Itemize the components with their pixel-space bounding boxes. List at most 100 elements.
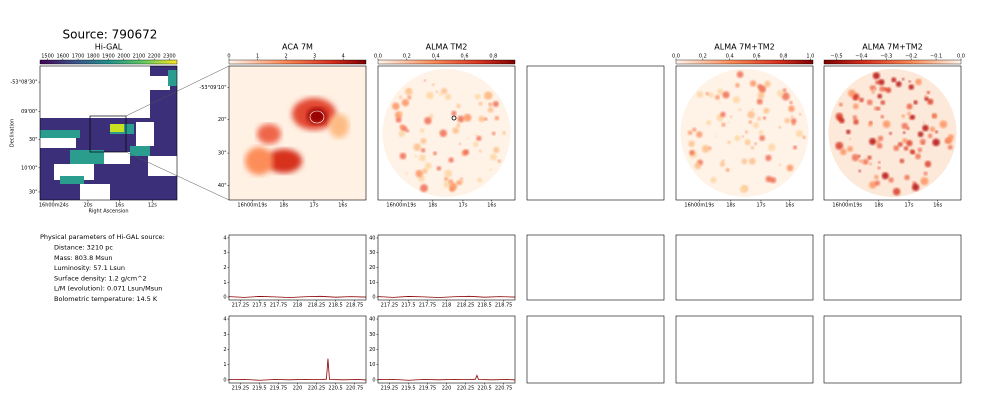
patch — [110, 124, 124, 132]
blob — [405, 172, 409, 175]
blob — [919, 138, 926, 145]
x-tick-label: 218.75 — [346, 303, 364, 309]
blob — [420, 138, 427, 145]
blob — [424, 116, 432, 125]
blob — [444, 169, 453, 178]
spectrum-line — [228, 358, 367, 381]
blob — [739, 185, 747, 193]
patch — [40, 138, 76, 148]
blob — [802, 135, 806, 139]
blob — [714, 135, 718, 138]
blob — [877, 135, 884, 142]
blob — [477, 177, 483, 183]
map-title: Hi-GAL — [95, 43, 123, 52]
x-tick-label: 18s — [874, 203, 883, 209]
blob — [838, 102, 843, 107]
blob — [758, 130, 764, 135]
blob — [904, 174, 910, 181]
x-tick-label: 17s — [756, 203, 765, 209]
blob — [436, 166, 442, 171]
blob — [878, 161, 881, 164]
colorbar-tick-label: 1900 — [102, 54, 115, 60]
blob — [245, 147, 273, 175]
y-tick-label: 3 — [223, 332, 226, 338]
colorbar-tick-label: 0 — [227, 54, 230, 60]
blob — [874, 180, 881, 186]
empty-panel — [526, 234, 665, 301]
blob — [688, 140, 695, 147]
spectrum-panel: 217.25 217.5 217.75 218 218.25 218.5 218.75 0 1 2… — [223, 234, 367, 309]
blob — [862, 158, 869, 165]
y-tick-label: 20 — [369, 347, 375, 353]
blob — [798, 113, 802, 116]
blob — [786, 164, 794, 172]
blob — [901, 122, 909, 130]
blob — [483, 91, 492, 100]
patch — [70, 150, 104, 164]
blob — [881, 172, 889, 180]
blob — [923, 171, 928, 176]
x-tick-label: 217.25 — [381, 303, 399, 309]
x-tick-label: 218.25 — [308, 303, 326, 309]
blob — [418, 154, 426, 162]
colorbar-tick-label: 0.0 — [957, 54, 965, 60]
blob — [889, 132, 892, 135]
blob — [751, 108, 754, 111]
blob — [459, 142, 462, 146]
blob — [744, 138, 751, 145]
colorbar-tick-label: 1600 — [56, 54, 69, 60]
map-panel: 1500 1600 1700 1800 1900 2000 2100 2200 2300 Hi-G… — [10, 43, 230, 215]
blob — [947, 144, 953, 150]
blob — [874, 174, 879, 180]
blob — [706, 120, 712, 126]
x-tick-label: 217.75 — [270, 303, 288, 309]
colorbar-tick-label: 0.4 — [726, 54, 734, 60]
y-tick-label: -53°09'10" — [199, 85, 226, 91]
map-frame — [228, 65, 367, 201]
blob — [421, 168, 428, 174]
blob — [398, 130, 406, 138]
x-tick-label: 16h00m19s — [832, 203, 862, 209]
blob — [426, 91, 434, 100]
patch — [60, 176, 84, 184]
colorbar-tick-label: 0.8 — [489, 54, 497, 60]
blob — [869, 85, 876, 91]
blob — [463, 113, 472, 122]
blob — [419, 128, 425, 133]
blob — [789, 101, 793, 105]
blob — [478, 149, 482, 153]
blob — [752, 122, 759, 129]
y-tick-label: 4 — [223, 235, 226, 241]
y-tick-label: 30" — [29, 137, 38, 143]
spectrum-panel: 219.25 219.5 219.75 220 220.25 220.5 220.75 0 1 2… — [223, 315, 367, 392]
blob — [908, 84, 915, 90]
blob — [926, 90, 931, 95]
patch — [168, 70, 177, 86]
x-tick-label: 220 — [442, 386, 452, 392]
blob — [853, 119, 859, 125]
x-tick-label: 218 — [442, 303, 452, 309]
blob — [705, 91, 710, 96]
blob — [882, 120, 891, 129]
colorbar-tick-label: −0.3 — [880, 54, 892, 60]
figure-title: Source: 790672 — [63, 28, 158, 42]
blob — [459, 179, 464, 184]
y-tick-label: -53°08'30" — [10, 80, 37, 86]
colorbar-tick-label: −0.2 — [905, 54, 917, 60]
map-image — [40, 66, 177, 200]
y-tick-label: 30" — [218, 151, 227, 157]
y-tick-label: 20 — [369, 265, 375, 271]
blob — [435, 90, 439, 93]
x-tick-label: 16h00m24s — [39, 203, 69, 209]
blob — [859, 159, 863, 164]
x-tick-label: 16s — [487, 203, 496, 209]
y-tick-label: 40" — [218, 183, 227, 189]
blob — [745, 130, 748, 134]
colorbar — [39, 59, 178, 65]
blob — [696, 131, 703, 138]
blob — [466, 136, 470, 140]
blob — [915, 78, 922, 86]
blob — [879, 86, 886, 92]
params-line: Luminosity: 57.1 Lsun — [54, 264, 125, 272]
blob — [432, 83, 435, 86]
